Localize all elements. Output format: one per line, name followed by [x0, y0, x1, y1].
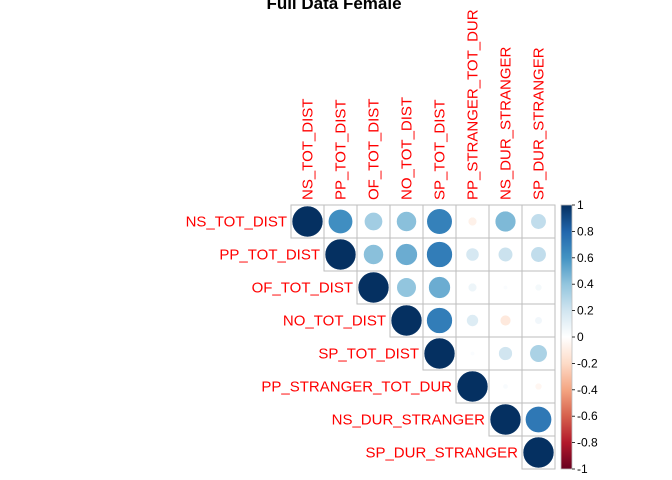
correlation-circle	[470, 351, 475, 356]
row-label: PP_STRANGER_TOT_DUR	[261, 379, 452, 396]
column-label: NS_TOT_DIST	[300, 99, 317, 200]
correlation-circle	[534, 316, 543, 325]
colorbar-tick-label: 0.8	[577, 224, 594, 238]
correlation-grid	[290, 204, 556, 470]
correlation-circle	[426, 307, 453, 334]
chart-title: Full Data Female	[266, 0, 401, 13]
correlation-circle	[498, 346, 513, 361]
row-label: OF_TOT_DIST	[252, 280, 353, 297]
correlation-circle	[494, 210, 517, 233]
row-label: SP_DUR_STRANGER	[365, 445, 518, 462]
colorbar-tick-label: 0	[577, 330, 584, 344]
correlation-circle	[291, 205, 324, 238]
correlation-circle	[467, 282, 478, 293]
colorbar-legend: -1 -0.8 -0.6 -0.4 -0.2 0 0.2 0.4 0.6 0.8 1	[560, 198, 598, 476]
correlation-circle	[522, 436, 555, 469]
column-label: PP_TOT_DIST	[333, 99, 350, 200]
column-label: SP_DUR_STRANGER	[531, 47, 548, 200]
correlation-circle	[428, 276, 451, 299]
grid-cell	[521, 435, 556, 470]
colorbar-tick-label: -1	[577, 462, 588, 476]
row-label: SP_TOT_DIST	[318, 346, 419, 363]
correlation-circle	[525, 406, 552, 433]
column-label: NS_DUR_STRANGER	[498, 46, 515, 200]
correlation-circle	[364, 212, 383, 231]
correlation-circle	[530, 213, 547, 230]
correlation-circle	[363, 244, 384, 265]
correlation-circle	[489, 403, 522, 436]
correlation-circle	[327, 208, 354, 235]
column-label: NO_TOT_DIST	[399, 97, 416, 200]
colorbar-tick-label: 0.4	[577, 277, 594, 291]
colorbar-tick-label: 1	[577, 198, 584, 212]
correlation-circle	[529, 344, 548, 363]
row-label: PP_TOT_DIST	[219, 247, 320, 264]
correlation-circle	[466, 314, 479, 327]
column-label: PP_STRANGER_TOT_DUR	[465, 9, 482, 200]
correlation-circle	[395, 243, 418, 266]
correlation-circle	[390, 304, 423, 337]
correlation-circle	[502, 383, 509, 390]
colorbar-tick-label: 0.6	[577, 251, 594, 265]
column-labels: NS_TOT_DIST PP_TOT_DIST OF_TOT_DIST NO_TOT_…	[300, 9, 548, 200]
correlation-circle	[503, 285, 508, 290]
colorbar-tick-label: -0.4	[577, 383, 598, 397]
correlation-circle	[534, 382, 543, 391]
row-label: NS_DUR_STRANGER	[332, 412, 486, 429]
colorbar-tick-label: 0.2	[577, 304, 594, 318]
correlation-circle	[426, 241, 453, 268]
correlation-circle	[497, 246, 514, 263]
colorbar-tick-label: -0.2	[577, 356, 598, 370]
correlation-circle	[530, 246, 547, 263]
colorbar-tick-label: -0.6	[577, 409, 598, 423]
correlation-circle	[423, 337, 456, 370]
correlation-circle	[357, 271, 390, 304]
row-labels: NS_TOT_DIST PP_TOT_DIST OF_TOT_DIST NO_TOT_…	[186, 214, 519, 462]
colorbar-gradient	[560, 204, 573, 470]
correlation-circle	[456, 370, 489, 403]
column-label: OF_TOT_DIST	[366, 99, 383, 200]
correlation-circles	[291, 205, 555, 469]
row-label: NO_TOT_DIST	[283, 313, 386, 330]
correlation-circle	[465, 247, 480, 262]
correlation-circle	[324, 238, 357, 271]
correlation-circle	[396, 277, 417, 298]
correlation-circle	[467, 216, 478, 227]
correlation-circle	[534, 283, 543, 292]
row-label: NS_TOT_DIST	[186, 214, 287, 231]
correlation-circle	[499, 314, 512, 327]
correlation-circle	[426, 208, 453, 235]
column-label: SP_TOT_DIST	[432, 99, 449, 200]
colorbar-tick-label: -0.8	[577, 436, 598, 450]
correlation-circle	[396, 211, 417, 232]
